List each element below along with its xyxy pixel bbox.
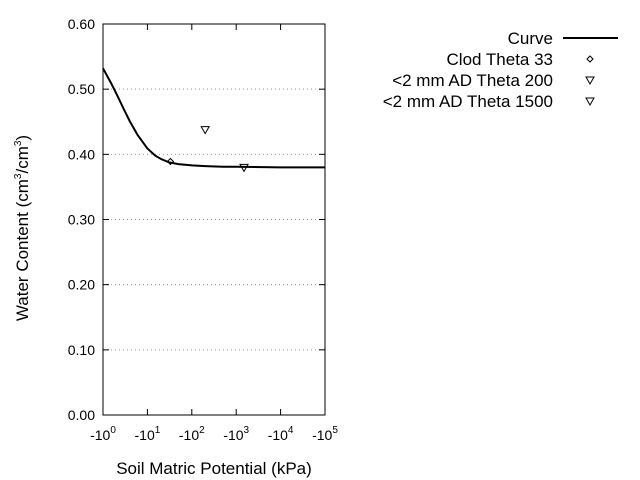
legend-label: Curve (508, 29, 553, 48)
y-tick-label: 0.00 (68, 407, 95, 423)
grid-lines (103, 88, 325, 351)
y-tick-label: 0.30 (68, 212, 95, 228)
x-tick-label: -104 (268, 425, 294, 443)
curve-line (102, 67, 325, 169)
axis-ticks: 0.00 0.10 0.20 0.30 0.40 0.50 0.60 -100 -101 -102… (68, 16, 339, 443)
y-axis-title: Water Content (cm3/cm3) (13, 135, 32, 321)
y-tick-label: 0.40 (68, 146, 95, 162)
x-tick-label: -102 (179, 425, 205, 443)
y-tick-label: 0.60 (68, 16, 95, 32)
data-point-diamond (166, 157, 175, 166)
data-point-triangle-down (239, 163, 249, 173)
y-tick-label: 0.50 (68, 81, 95, 97)
curve-series (102, 67, 325, 169)
y-tick-label: 0.20 (68, 277, 95, 293)
x-tick-label: -101 (135, 425, 161, 443)
x-tick-label: -105 (312, 425, 338, 443)
y-axis-title-sup1: 3 (13, 173, 24, 179)
x-axis-title: Soil Matric Potential (kPa) (116, 459, 312, 478)
legend-label: <2 mm AD Theta 1500 (383, 92, 553, 111)
data-point-triangle-down (200, 126, 211, 135)
legend-marker-triangle-down (585, 76, 595, 86)
marker-series (166, 126, 249, 173)
y-axis-title-prefix: Water Content (cm (13, 179, 32, 321)
y-axis-title-sup2: 3 (13, 140, 24, 146)
y-axis-title-mid: /cm (13, 146, 32, 173)
legend: Curve Clod Theta 33 <2 mm AD Theta 200 <2 m… (383, 29, 618, 111)
y-tick-label: 0.10 (68, 342, 95, 358)
x-tick-label: -103 (223, 425, 249, 443)
legend-label: Clod Theta 33 (447, 50, 553, 69)
y-axis-title-suffix: ) (13, 135, 32, 141)
legend-marker-triangle-down (585, 97, 595, 107)
legend-label: <2 mm AD Theta 200 (392, 71, 553, 90)
legend-marker-diamond (586, 55, 594, 63)
x-tick-label: -100 (90, 425, 116, 443)
